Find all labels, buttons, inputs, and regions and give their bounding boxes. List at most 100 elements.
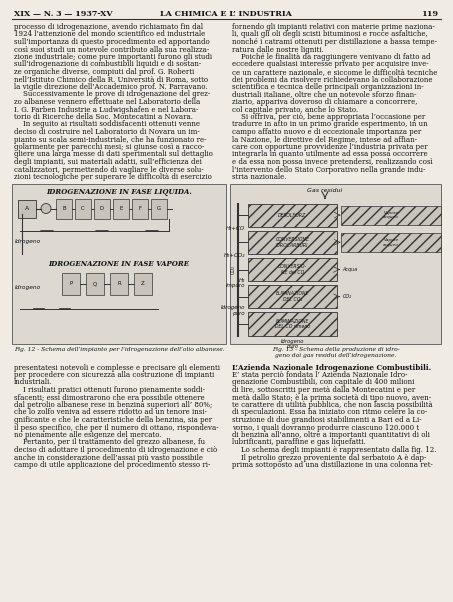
Text: struzione di due grandiosi stabilimenti a Bari ed a Li-: struzione di due grandiosi stabilimenti … bbox=[232, 416, 422, 424]
Text: D: D bbox=[100, 206, 104, 211]
Text: E: E bbox=[120, 206, 123, 211]
Text: torio di Ricerche della Soc. Montecatini a Novara.: torio di Ricerche della Soc. Montecatini… bbox=[14, 113, 193, 121]
Text: Si offriva, per ciò, bene appropriata l’occasione per: Si offriva, per ciò, bene appropriata l’… bbox=[232, 113, 425, 121]
Text: gliere una larga messe di dati sperimentali sul dettaglio: gliere una larga messe di dati speriment… bbox=[14, 150, 213, 158]
Text: dustriali italiane, oltre che un notevole sforzo finan-: dustriali italiane, oltre che un notevol… bbox=[232, 90, 416, 99]
Text: 1924 l’attenzione del mondo scientifico ed industriale: 1924 l’attenzione del mondo scientifico … bbox=[14, 31, 205, 39]
Text: In seguito ai risultati soddisfacenti ottenuti venne: In seguito ai risultati soddisfacenti ot… bbox=[14, 120, 200, 128]
Text: Idrogeno
puro: Idrogeno puro bbox=[280, 338, 304, 349]
Text: gnificante e che le caratteristiche della benzina, sia per: gnificante e che le caratteristiche dell… bbox=[14, 416, 212, 424]
Text: Idrogeno
puro: Idrogeno puro bbox=[221, 305, 245, 315]
Text: zione industriale; come pure importanti furono gli studi: zione industriale; come pure importanti … bbox=[14, 53, 212, 61]
Text: che lo zolfo veniva ad essere ridotto ad un tenore insi-: che lo zolfo veniva ad essere ridotto ad… bbox=[14, 409, 207, 417]
Text: CONVERSIONE
IDROCARBURI: CONVERSIONE IDROCARBURI bbox=[275, 237, 309, 247]
Text: la Nazione, le direttive del Regime, intese ad affian-: la Nazione, le direttive del Regime, int… bbox=[232, 135, 417, 143]
Bar bbox=[151, 199, 167, 219]
Text: IDROGENAZIONE IN FASE LIQUIDA.: IDROGENAZIONE IN FASE LIQUIDA. bbox=[46, 188, 192, 196]
Text: P: P bbox=[69, 281, 72, 286]
Text: A: A bbox=[25, 206, 29, 211]
Bar bbox=[134, 273, 152, 294]
Text: golarmente per parecchi mesi; si giunse così a racco-: golarmente per parecchi mesi; si giunse … bbox=[14, 143, 204, 151]
Text: C: C bbox=[81, 206, 85, 211]
Text: il peso specifico, che per il numero di ottano, rispondeva-: il peso specifico, che per il numero di … bbox=[14, 423, 219, 432]
Text: processo di idrogenazione, avendo richiamato fin dal: processo di idrogenazione, avendo richia… bbox=[14, 23, 203, 31]
Text: H₂+CO: H₂+CO bbox=[226, 226, 245, 231]
Text: F: F bbox=[139, 206, 141, 211]
Text: DESOLFORZ.: DESOLFORZ. bbox=[278, 213, 307, 217]
Text: di benzina all’anno, oltre a importanti quantitativi di oli: di benzina all’anno, oltre a importanti … bbox=[232, 431, 430, 439]
Text: di lire, sottoscritti per metà dalla Montecatini e per: di lire, sottoscritti per metà dalla Mon… bbox=[232, 386, 415, 394]
Bar bbox=[132, 199, 148, 219]
Text: Vapore
acqueo: Vapore acqueo bbox=[383, 238, 399, 247]
Text: ziario, appariva doveroso di chiamare a concorrere,: ziario, appariva doveroso di chiamare a … bbox=[232, 98, 418, 106]
Circle shape bbox=[41, 203, 51, 214]
Text: Idrogeno: Idrogeno bbox=[15, 240, 41, 244]
Bar bbox=[75, 199, 91, 219]
Text: CONVERSIO-
NE del CO: CONVERSIO- NE del CO bbox=[278, 264, 307, 275]
Text: no pienamente alle esigenze del mercato.: no pienamente alle esigenze del mercato. bbox=[14, 431, 162, 439]
Text: XIX — N. 3 — 1937-XV: XIX — N. 3 — 1937-XV bbox=[14, 10, 113, 18]
Text: li, quali gli oli degli scisti bituminosi e rocce asfaltiche,: li, quali gli oli degli scisti bituminos… bbox=[232, 31, 428, 39]
Bar bbox=[248, 312, 337, 335]
Text: nonché i catrami ottenuti per distillazione a bassa tempe-: nonché i catrami ottenuti per distillazi… bbox=[232, 38, 437, 46]
Text: H₂+CO₂: H₂+CO₂ bbox=[223, 253, 245, 258]
Text: deciso di costruire nel Laboratorio di Novara un im-: deciso di costruire nel Laboratorio di N… bbox=[14, 128, 200, 136]
Text: Fig. 12 - Schema dell’impianto per l’idrogenazione dell’olio albanese.: Fig. 12 - Schema dell’impianto per l’idr… bbox=[14, 347, 224, 353]
Bar bbox=[12, 184, 226, 344]
Text: I risultati pratici ottenuti furono pienamente soddi-: I risultati pratici ottenuti furono pien… bbox=[14, 386, 205, 394]
Text: zo albanese vennero effettuate nel Laboratorio della: zo albanese vennero effettuate nel Labor… bbox=[14, 98, 200, 106]
Text: geno dai gas residui dell’idrogenazione.: geno dai gas residui dell’idrogenazione. bbox=[275, 353, 396, 359]
Text: sull’idrogenazione di combustibili liquidi e di sostan-: sull’idrogenazione di combustibili liqui… bbox=[14, 60, 201, 69]
Text: L’Azienda Nazionale Idrogenazione Combustibili.: L’Azienda Nazionale Idrogenazione Combus… bbox=[232, 364, 431, 371]
Text: la vigile direzione dell’Accademico prof. N. Parravano.: la vigile direzione dell’Accademico prof… bbox=[14, 83, 207, 91]
Text: ratura dalle nostre ligniti.: ratura dalle nostre ligniti. bbox=[232, 46, 324, 54]
Text: col capitale privato, anche lo Stato.: col capitale privato, anche lo Stato. bbox=[232, 105, 358, 114]
Text: presentatesi notevoli e complesse e precisare gli elementi: presentatesi notevoli e complesse e prec… bbox=[14, 364, 220, 371]
Text: ELIMINAZIONE
DEL CO₂: ELIMINAZIONE DEL CO₂ bbox=[275, 291, 309, 302]
Bar bbox=[110, 273, 128, 294]
Text: Acqua: Acqua bbox=[342, 267, 358, 272]
Text: metà dallo Stato; è la prima società di tipo nuovo, aven-: metà dallo Stato; è la prima società di … bbox=[232, 394, 431, 402]
Text: così suoi studi un notevole contributo alla sua realizza-: così suoi studi un notevole contributo a… bbox=[14, 46, 209, 54]
Text: Il petrolio grezzo proveniente dal serbatoio A è dap-: Il petrolio grezzo proveniente dal serba… bbox=[232, 453, 426, 462]
Text: catalizzatori, permettendo di vagliare le diverse solu-: catalizzatori, permettendo di vagliare l… bbox=[14, 166, 204, 173]
Text: tradurre in atto in un primo grande esperimento, in un: tradurre in atto in un primo grande espe… bbox=[232, 120, 428, 128]
Text: B: B bbox=[62, 206, 66, 211]
Text: Poiché le finalità da raggiungere venivano di fatto ad: Poiché le finalità da raggiungere veniva… bbox=[232, 53, 430, 61]
Text: 119: 119 bbox=[422, 10, 439, 18]
Text: Lo schema degli impianti è rappresentato dalla fig. 12.: Lo schema degli impianti è rappresentato… bbox=[232, 446, 437, 454]
Bar bbox=[113, 199, 129, 219]
Text: I. G. Farben Industrie a Ludwigshafen e nel Labora-: I. G. Farben Industrie a Ludwigshafen e … bbox=[14, 105, 198, 114]
Text: e da essa non possa invece pretendersi, realizzando così: e da essa non possa invece pretendersi, … bbox=[232, 158, 433, 166]
Text: CO₂: CO₂ bbox=[342, 294, 352, 299]
Text: lubrificanti, paraffine e gas liquefatti.: lubrificanti, paraffine e gas liquefatti… bbox=[232, 438, 366, 447]
Text: industriali.: industriali. bbox=[14, 379, 53, 386]
Bar bbox=[230, 184, 441, 344]
Text: zioni tecnologiche per superare le difficoltà di esercizio: zioni tecnologiche per superare le diffi… bbox=[14, 173, 212, 181]
Text: te carattere di utilità pubblica, che non lascia possibilità: te carattere di utilità pubblica, che no… bbox=[232, 401, 433, 409]
Text: LA CHIMICA E L’ INDUSTRIA: LA CHIMICA E L’ INDUSTRIA bbox=[160, 10, 292, 18]
Text: prima sottoposto ad una distillazione in una colonna ret-: prima sottoposto ad una distillazione in… bbox=[232, 461, 433, 469]
Text: sfacenti; essi dimostrarono che era possibile ottenere: sfacenti; essi dimostrarono che era poss… bbox=[14, 394, 205, 402]
Text: ELIMINAZIONE
DEL CO rimeno: ELIMINAZIONE DEL CO rimeno bbox=[275, 318, 310, 329]
Text: di speculazioni. Essa ha iniziato con ritmo celere la co-: di speculazioni. Essa ha iniziato con ri… bbox=[232, 409, 427, 417]
Text: Fig. 13 - Schema della produzione di idro-: Fig. 13 - Schema della produzione di idr… bbox=[272, 347, 400, 353]
Bar bbox=[341, 233, 441, 252]
Text: per procedere con sicurezza alla costruzione di impianti: per procedere con sicurezza alla costruz… bbox=[14, 371, 214, 379]
Text: eccedere qualsiasi interesse privato per acquisire inve-: eccedere qualsiasi interesse privato per… bbox=[232, 60, 429, 69]
Text: dal petrolio albanese rese in benzina superiori all’ 80%;: dal petrolio albanese rese in benzina su… bbox=[14, 401, 212, 409]
Text: Pertanto, per il trattamento del grezzo albanese, fu: Pertanto, per il trattamento del grezzo … bbox=[14, 438, 205, 447]
Text: stria nazionale.: stria nazionale. bbox=[232, 173, 286, 181]
Text: Vapore
acqueo: Vapore acqueo bbox=[383, 211, 399, 219]
Text: Gas residui: Gas residui bbox=[307, 187, 342, 193]
Text: l’intervento dello Stato Corporativo nella grande indu-: l’intervento dello Stato Corporativo nel… bbox=[232, 166, 425, 173]
Bar bbox=[248, 285, 337, 308]
Text: genazione Combustibili, con capitale di 400 milioni: genazione Combustibili, con capitale di … bbox=[232, 379, 414, 386]
Bar bbox=[94, 199, 110, 219]
Text: campo affatto nuovo e di eccezionale importanza per: campo affatto nuovo e di eccezionale imp… bbox=[232, 128, 421, 136]
Text: anche in considerazione dell’assai più vasto possibile: anche in considerazione dell’assai più v… bbox=[14, 453, 203, 462]
Text: Successivamente le prove di idrogenazione del grez-: Successivamente le prove di idrogenazion… bbox=[14, 90, 210, 99]
Text: R: R bbox=[117, 281, 121, 286]
Text: Q: Q bbox=[93, 281, 97, 286]
Bar bbox=[341, 205, 441, 225]
